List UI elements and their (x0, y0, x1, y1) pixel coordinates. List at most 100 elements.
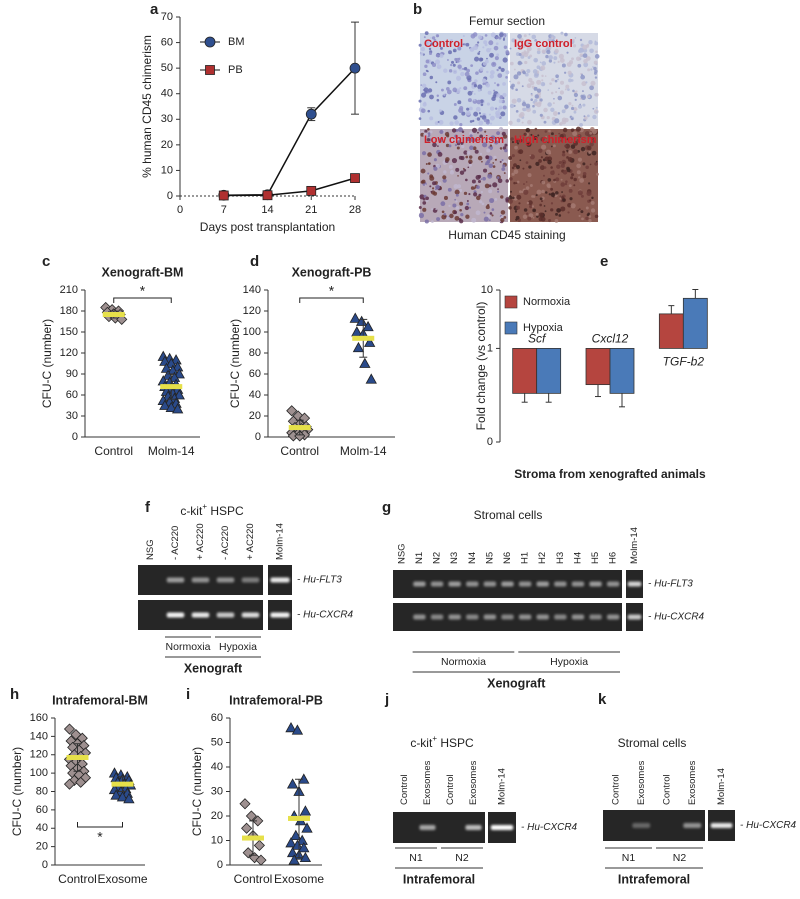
bar (512, 348, 538, 394)
cell (462, 67, 465, 71)
cell (459, 122, 463, 127)
group-label: N2 (455, 852, 469, 864)
cell (420, 132, 425, 137)
cell (575, 126, 581, 132)
lane-label: N1 (414, 552, 425, 564)
gel-band (607, 581, 620, 587)
cell (458, 57, 461, 60)
cell (521, 85, 524, 88)
cell (582, 174, 587, 179)
y-tick-label: 80 (249, 347, 261, 359)
cell (594, 76, 598, 79)
y-tick-label: 90 (66, 368, 78, 380)
cell (438, 119, 444, 125)
gel-band (166, 612, 185, 618)
cell (458, 217, 462, 221)
cell (532, 109, 537, 114)
cell (452, 87, 458, 93)
cell (482, 82, 485, 86)
y-tick-label: 20 (211, 810, 223, 822)
cell (427, 128, 430, 131)
tile-label: Control (424, 38, 463, 50)
cell (493, 155, 497, 159)
cell (525, 181, 528, 183)
y-tick-label: 50 (161, 62, 173, 74)
cell (564, 104, 569, 109)
band-label: - Hu-CXCR4 (297, 610, 354, 621)
cell (509, 47, 512, 50)
series-line (223, 67, 356, 196)
cell (462, 43, 465, 46)
cell (544, 191, 548, 194)
cell (473, 111, 479, 117)
cell (490, 32, 496, 38)
cell (480, 57, 484, 61)
cell (448, 144, 452, 148)
cell (443, 68, 448, 73)
legend-swatch (504, 295, 518, 309)
cell (590, 200, 595, 205)
marker (301, 822, 313, 833)
cell (573, 140, 579, 146)
cell (475, 71, 479, 75)
cell (578, 47, 584, 53)
chart-title: Intrafemoral-PB (229, 693, 323, 707)
cell (478, 127, 483, 132)
cell (461, 130, 465, 134)
cell (460, 71, 465, 77)
gel-band (632, 823, 651, 828)
cell (484, 137, 488, 141)
lane-label: Molm-14 (629, 527, 640, 564)
cell (425, 196, 429, 201)
cell (536, 65, 541, 70)
marker (363, 336, 376, 347)
cell (493, 45, 499, 51)
cell (452, 63, 456, 67)
cell (538, 148, 543, 153)
cell (579, 103, 582, 106)
cell (543, 107, 548, 113)
cell (561, 191, 563, 193)
category-label: Cxcl12 (592, 332, 629, 346)
cell (495, 110, 501, 116)
cell (469, 163, 472, 167)
cell (489, 198, 495, 204)
cell (459, 170, 465, 175)
cell (532, 104, 535, 108)
marker (205, 65, 215, 75)
cell (474, 79, 478, 83)
cell (462, 167, 465, 170)
x-axis-label: Days post transplantation (200, 220, 335, 234)
cell (566, 138, 569, 141)
cell (489, 74, 495, 79)
cell (526, 212, 529, 215)
cell (516, 97, 522, 103)
cell (474, 149, 479, 154)
cell (441, 214, 447, 220)
cell (494, 140, 499, 145)
cell (562, 161, 565, 164)
cell (473, 93, 476, 95)
cell (532, 100, 536, 104)
gel-band (191, 577, 210, 583)
cell (448, 69, 453, 73)
legend-label: Normoxia (523, 296, 571, 308)
cell (433, 158, 437, 162)
cell (539, 197, 543, 201)
cell (479, 152, 483, 156)
cell (424, 31, 429, 36)
cell (530, 98, 533, 101)
cell (460, 141, 464, 145)
cell (583, 115, 586, 118)
cell (465, 137, 470, 142)
cell (446, 89, 452, 95)
cell (479, 115, 483, 118)
cell (550, 107, 555, 112)
cell (532, 209, 536, 212)
mean-bar (242, 835, 264, 841)
cell (489, 106, 495, 111)
cell (489, 115, 495, 121)
cell (470, 186, 475, 190)
cell (463, 150, 468, 155)
cell (482, 46, 485, 49)
